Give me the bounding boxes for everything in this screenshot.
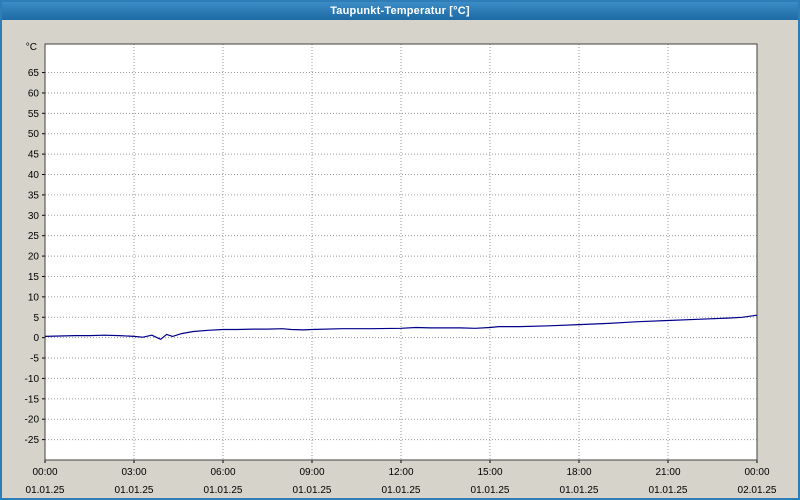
svg-text:01.01.25: 01.01.25 (382, 485, 421, 496)
svg-text:01.01.25: 01.01.25 (560, 485, 599, 496)
svg-text:15: 15 (28, 272, 40, 283)
svg-text:65: 65 (28, 68, 40, 79)
svg-text:00:00: 00:00 (32, 467, 57, 478)
svg-text:25: 25 (28, 231, 40, 242)
svg-text:15:00: 15:00 (477, 467, 502, 478)
svg-text:01.01.25: 01.01.25 (471, 485, 510, 496)
svg-text:45: 45 (28, 150, 40, 161)
svg-text:21:00: 21:00 (655, 467, 680, 478)
chart-canvas: 65605550454035302520151050-5-10-15-20-25… (25, 42, 777, 496)
svg-text:35: 35 (28, 190, 40, 201)
svg-text:10: 10 (28, 292, 40, 303)
svg-text:50: 50 (28, 129, 40, 140)
svg-text:0: 0 (33, 333, 39, 344)
svg-text:09:00: 09:00 (299, 467, 324, 478)
svg-text:5: 5 (33, 313, 39, 324)
svg-text:01.01.25: 01.01.25 (115, 485, 154, 496)
svg-text:02.01.25: 02.01.25 (738, 485, 777, 496)
svg-text:06:00: 06:00 (210, 467, 235, 478)
svg-text:01.01.25: 01.01.25 (204, 485, 243, 496)
svg-text:-20: -20 (25, 415, 40, 426)
title-bar: Taupunkt-Temperatur [°C] (2, 2, 798, 20)
svg-text:00:00: 00:00 (744, 467, 769, 478)
svg-text:55: 55 (28, 109, 40, 120)
svg-text:-15: -15 (25, 394, 40, 405)
svg-text:-10: -10 (25, 374, 40, 385)
svg-text:01.01.25: 01.01.25 (649, 485, 688, 496)
svg-text:°C: °C (26, 42, 37, 53)
svg-text:03:00: 03:00 (121, 467, 146, 478)
svg-text:01.01.25: 01.01.25 (293, 485, 332, 496)
svg-text:01.01.25: 01.01.25 (26, 485, 65, 496)
svg-text:20: 20 (28, 252, 40, 263)
svg-text:-25: -25 (25, 435, 40, 446)
svg-text:40: 40 (28, 170, 40, 181)
page-title: Taupunkt-Temperatur [°C] (330, 5, 470, 17)
svg-text:30: 30 (28, 211, 40, 222)
svg-text:12:00: 12:00 (388, 467, 413, 478)
svg-text:60: 60 (28, 88, 40, 99)
svg-text:18:00: 18:00 (566, 467, 591, 478)
chart-region: 65 60 55 50 45 40 35 30 25 20 15 10 5 0 -5 -10 -15 -20 -25… (2, 20, 798, 498)
svg-text:-5: -5 (30, 354, 39, 365)
